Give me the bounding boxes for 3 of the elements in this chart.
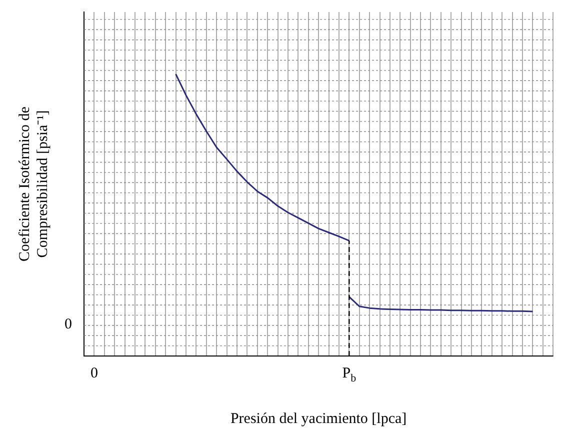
text: 0 [64, 316, 72, 332]
y-axis-title: Coeficiente Isotérmico de Compresibilidad [psia⁻¹] [16, 106, 51, 262]
x-axis-title: Presión del yacimiento [lpca] [230, 410, 407, 427]
